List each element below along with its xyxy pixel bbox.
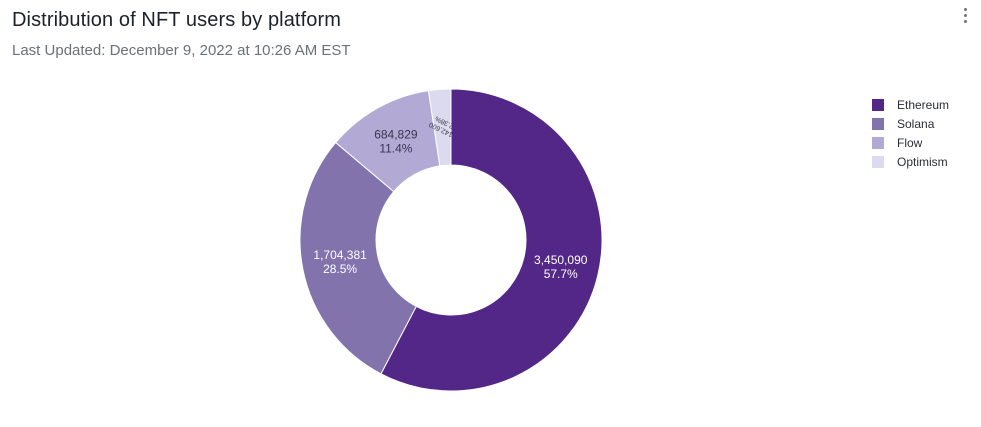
legend-item-solana[interactable]: Solana <box>872 114 949 133</box>
legend-swatch <box>872 136 884 149</box>
slice-value-label: 684,829 <box>374 128 418 142</box>
legend-label: Flow <box>897 135 923 150</box>
chart-legend: Ethereum Solana Flow Optimism <box>872 95 949 171</box>
legend-swatch <box>872 155 884 168</box>
slice-value-label: 3,450,090 <box>534 253 588 267</box>
slice-solana[interactable] <box>299 141 417 375</box>
legend-swatch <box>872 98 884 111</box>
slice-percent-label: 57.7% <box>544 267 578 281</box>
legend-item-flow[interactable]: Flow <box>872 133 949 152</box>
slice-percent-label: 28.5% <box>323 262 357 276</box>
chart-title: Distribution of NFT users by platform <box>12 9 341 31</box>
legend-item-ethereum[interactable]: Ethereum <box>872 95 949 114</box>
slice-optimism[interactable] <box>427 88 452 167</box>
last-updated-text: Last Updated: December 9, 2022 at 10:26 … <box>12 42 351 59</box>
legend-label: Optimism <box>897 154 948 169</box>
kebab-menu-icon[interactable] <box>952 4 978 26</box>
slice-value-label: 1,704,381 <box>313 248 367 262</box>
slice-ethereum[interactable] <box>380 88 603 392</box>
legend-label: Solana <box>897 116 935 131</box>
legend-label: Ethereum <box>897 97 950 112</box>
legend-swatch <box>872 117 884 130</box>
legend-item-optimism[interactable]: Optimism <box>872 152 949 171</box>
slice-percent-label: 11.4% <box>379 142 412 156</box>
